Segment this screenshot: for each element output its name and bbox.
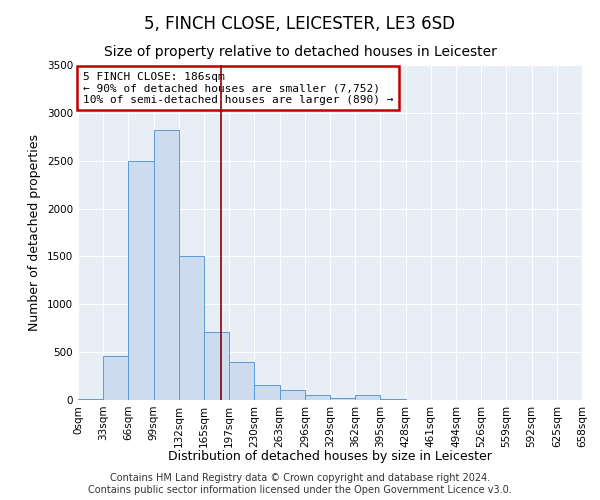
X-axis label: Distribution of detached houses by size in Leicester: Distribution of detached houses by size …: [168, 450, 492, 463]
Text: 5 FINCH CLOSE: 186sqm
← 90% of detached houses are smaller (7,752)
10% of semi-d: 5 FINCH CLOSE: 186sqm ← 90% of detached …: [83, 72, 394, 105]
Y-axis label: Number of detached properties: Number of detached properties: [28, 134, 41, 331]
Text: 5, FINCH CLOSE, LEICESTER, LE3 6SD: 5, FINCH CLOSE, LEICESTER, LE3 6SD: [145, 15, 455, 33]
Bar: [355, 395, 380, 400]
Text: Size of property relative to detached houses in Leicester: Size of property relative to detached ho…: [104, 45, 496, 59]
Bar: [128, 160, 154, 400]
Bar: [229, 362, 254, 400]
Bar: [305, 395, 330, 400]
Bar: [280, 390, 305, 400]
Bar: [204, 332, 229, 400]
Bar: [254, 385, 280, 400]
Bar: [330, 398, 355, 400]
Bar: [154, 130, 179, 400]
Bar: [380, 399, 406, 400]
Bar: [103, 356, 128, 400]
Text: Contains HM Land Registry data © Crown copyright and database right 2024.
Contai: Contains HM Land Registry data © Crown c…: [88, 474, 512, 495]
Bar: [78, 399, 103, 400]
Bar: [179, 256, 204, 400]
